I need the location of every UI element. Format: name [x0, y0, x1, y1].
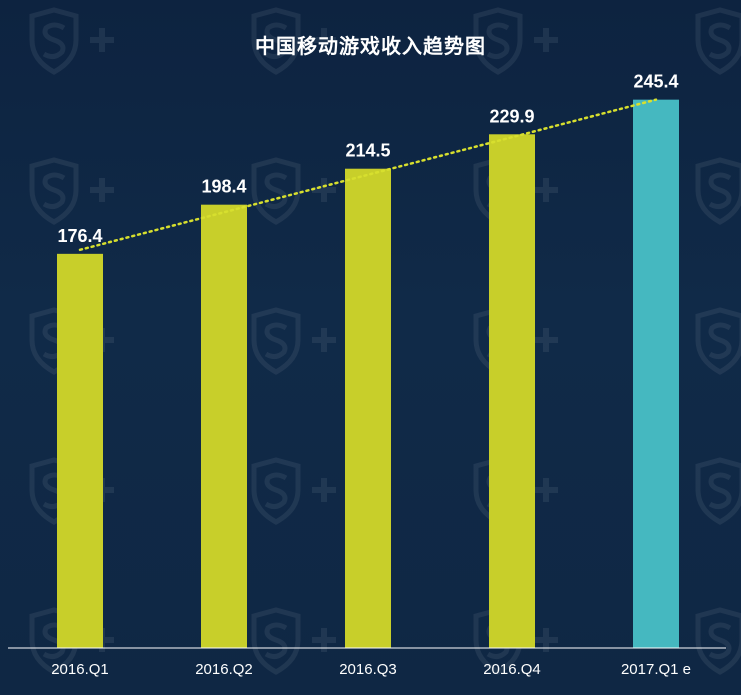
bar-2016-q3 — [345, 168, 391, 649]
data-label: 229.9 — [489, 106, 534, 126]
x-tick-label: 2017.Q1 e — [621, 661, 691, 678]
trend-line — [78, 98, 658, 252]
watermark-logo-icon — [251, 7, 336, 75]
watermark-logo-icon — [695, 307, 741, 375]
watermark-logo-icon — [251, 607, 336, 675]
bar-2017-q1-e — [633, 99, 679, 648]
bars-group — [57, 99, 679, 649]
watermark-logo-icon — [251, 157, 336, 225]
data-label: 198.4 — [201, 177, 246, 197]
watermark-logo-icon — [473, 7, 558, 75]
watermark-logo-icon — [695, 7, 741, 75]
x-tick-label: 2016.Q3 — [339, 661, 397, 678]
watermark-logo-icon — [695, 457, 741, 525]
bar-2016-q4 — [489, 134, 535, 648]
watermark-logo-icon — [695, 607, 741, 675]
x-tick-label: 2016.Q2 — [195, 661, 253, 678]
x-tick-label: 2016.Q4 — [483, 661, 541, 678]
trend-line-group — [78, 98, 658, 252]
x-tick-labels-group: 2016.Q1 2016.Q2 2016.Q3 2016.Q4 2017.Q1 e — [51, 661, 691, 678]
watermark-logo-icon — [251, 457, 336, 525]
watermark-logo-icon — [695, 157, 741, 225]
watermark-logo-icon — [29, 7, 114, 75]
data-label: 176.4 — [57, 226, 102, 246]
watermark-logo-icon — [29, 157, 114, 225]
watermark-logo-icon — [251, 307, 336, 375]
value-labels-group: 176.4 198.4 214.5 229.9 245.4 — [57, 72, 678, 246]
x-tick-label: 2016.Q1 — [51, 661, 109, 678]
bar-2016-q2 — [201, 204, 247, 648]
bar-2016-q1 — [57, 253, 103, 649]
data-label: 245.4 — [633, 72, 678, 92]
chart-title: 中国移动游戏收入趋势图 — [255, 34, 486, 58]
data-label: 214.5 — [345, 141, 390, 161]
